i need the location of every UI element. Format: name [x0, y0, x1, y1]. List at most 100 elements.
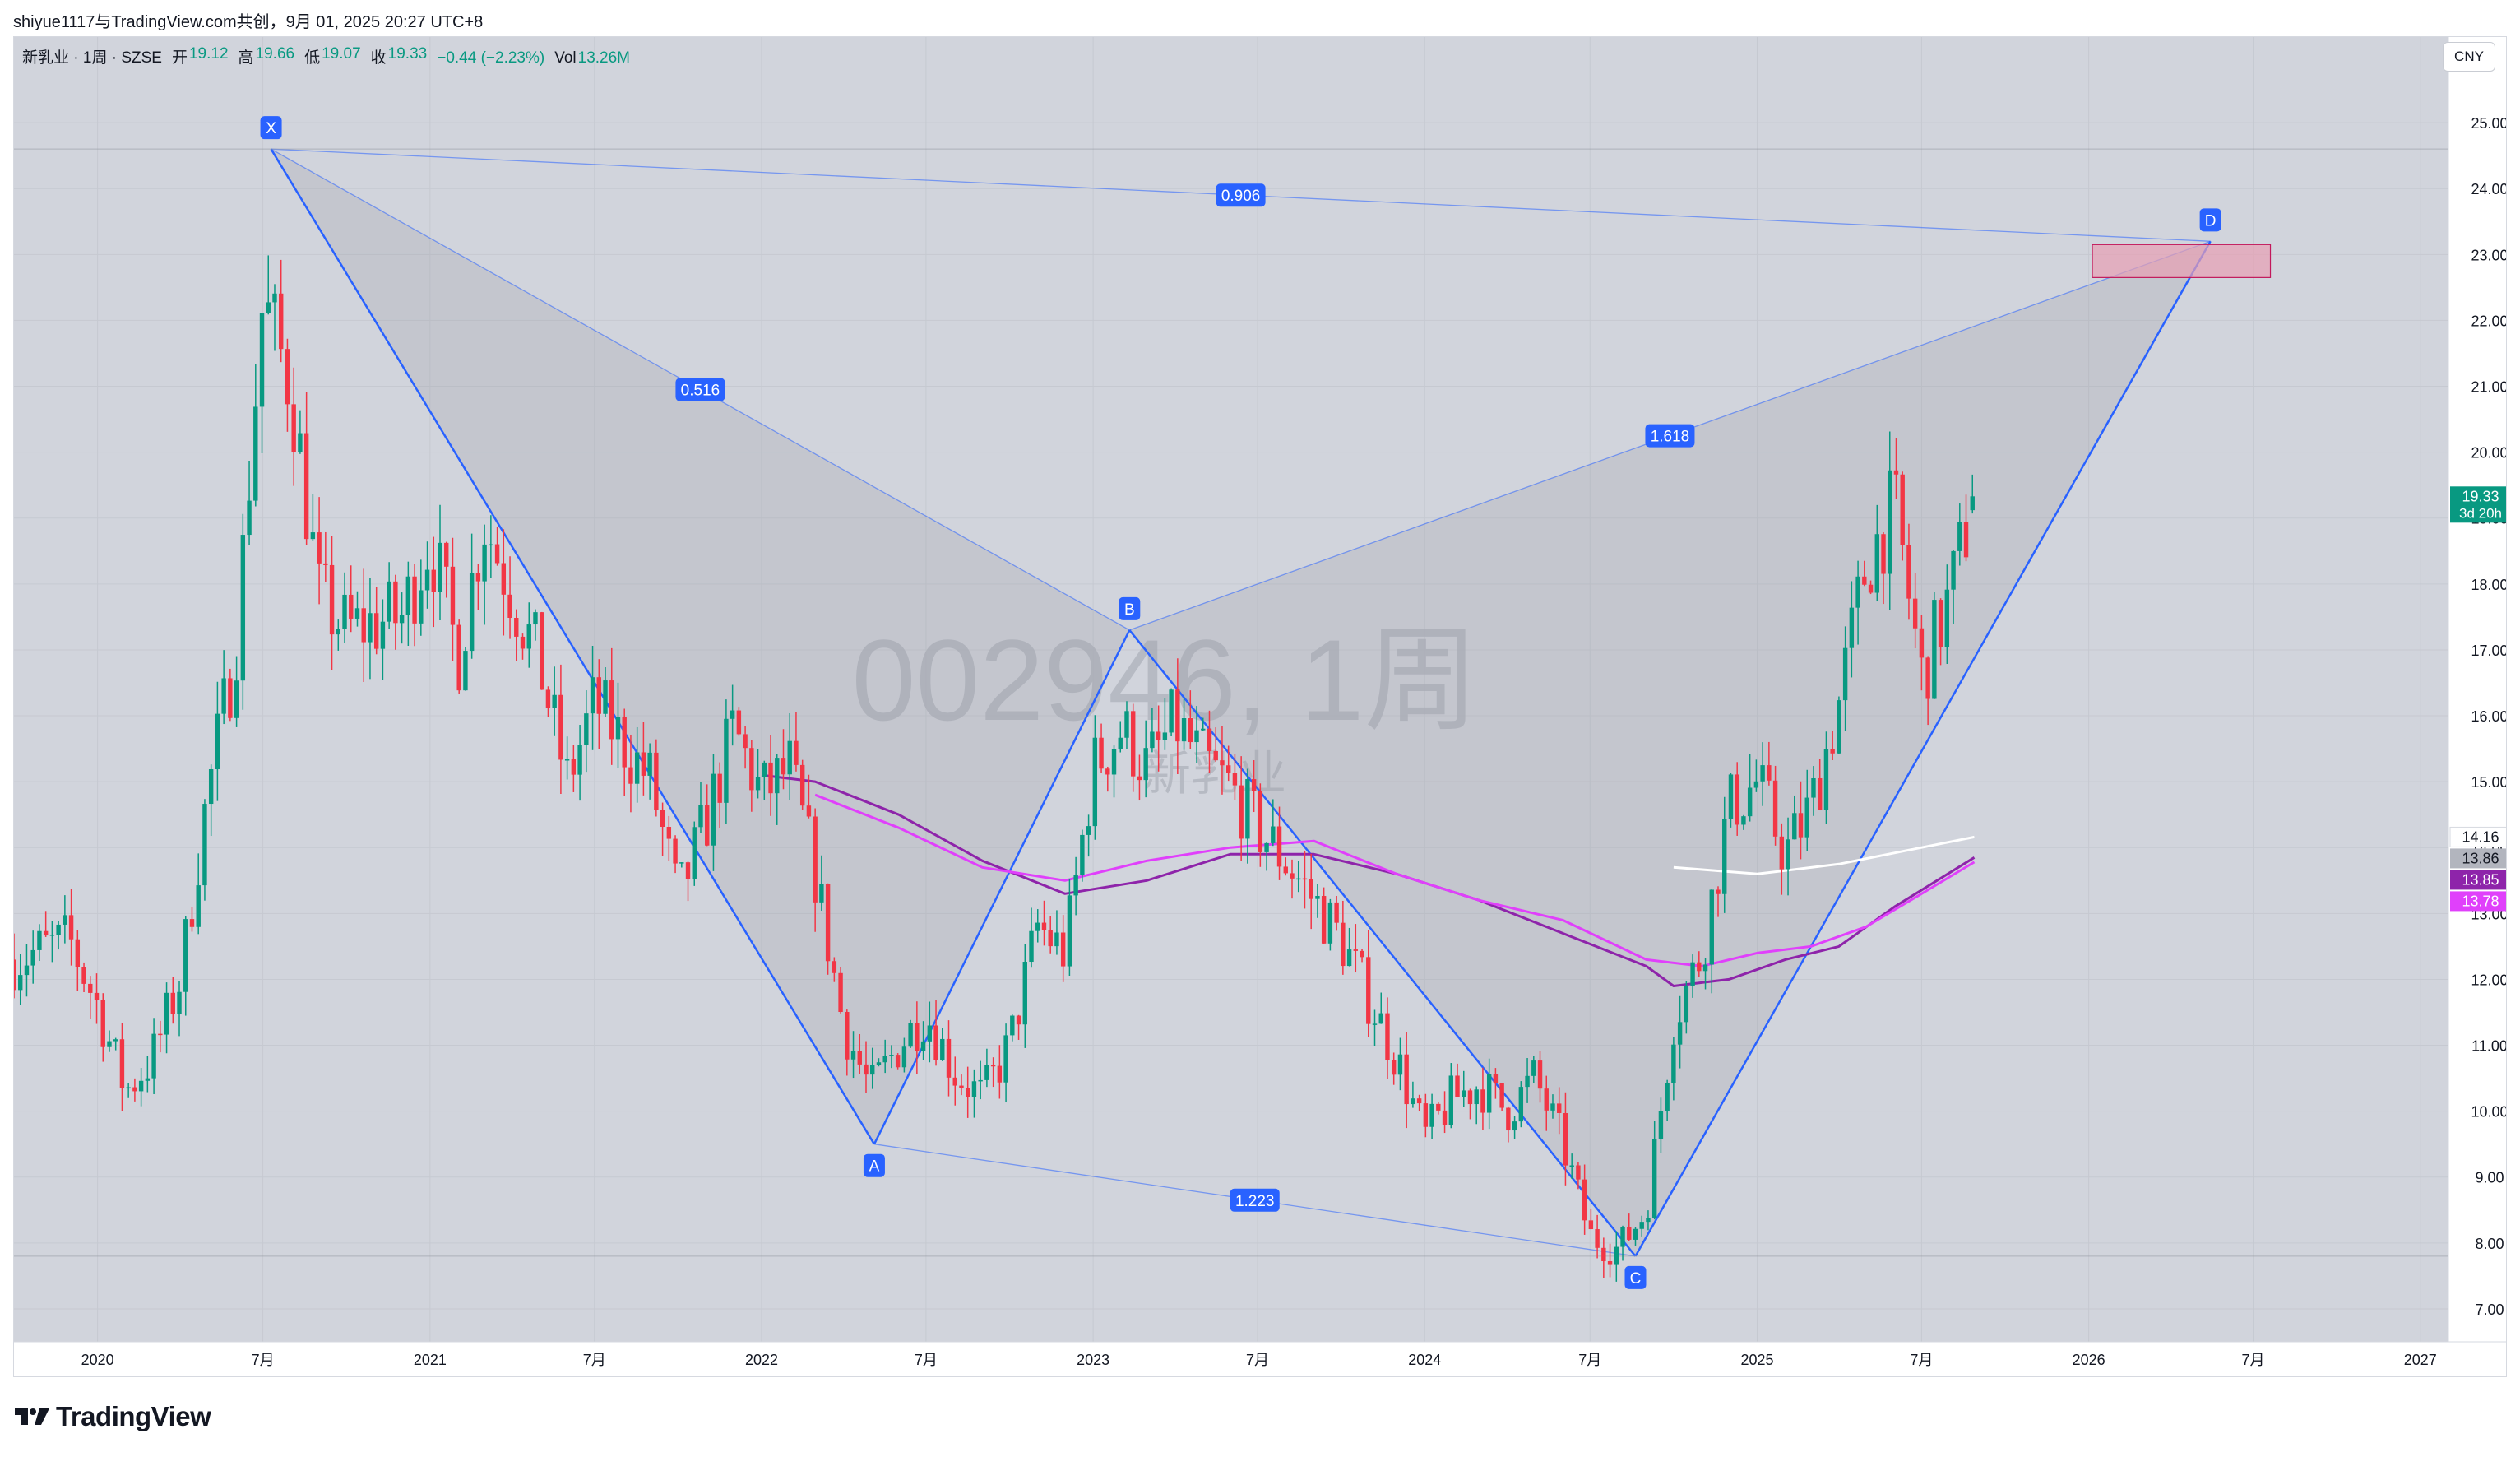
candle-body[interactable]	[1060, 932, 1066, 967]
candle-body[interactable]	[1817, 777, 1823, 810]
pattern-point-a[interactable]: A	[863, 1153, 885, 1177]
candle-body[interactable]	[1651, 1139, 1657, 1218]
candle-body[interactable]	[520, 636, 526, 649]
candle-body[interactable]	[1919, 628, 1925, 658]
candle-body[interactable]	[1588, 1220, 1594, 1230]
candle-body[interactable]	[762, 762, 767, 777]
candle-body[interactable]	[189, 919, 195, 927]
candle-body[interactable]	[298, 433, 303, 452]
moving-average-1[interactable]	[1673, 835, 1975, 875]
candle-body[interactable]	[1016, 1015, 1021, 1025]
candle-body[interactable]	[1092, 737, 1098, 827]
candle-body[interactable]	[1315, 896, 1320, 899]
candle-body[interactable]	[196, 885, 201, 927]
candle-body[interactable]	[933, 1025, 938, 1060]
candle-body[interactable]	[1296, 878, 1301, 880]
candle-body[interactable]	[813, 816, 818, 903]
candle-body[interactable]	[1041, 922, 1047, 930]
candle-body[interactable]	[1569, 1165, 1574, 1167]
candle-body[interactable]	[1073, 875, 1078, 896]
candle-body[interactable]	[685, 862, 691, 879]
candle-body[interactable]	[285, 349, 290, 405]
candle-body[interactable]	[221, 678, 226, 714]
candle-body[interactable]	[1372, 1023, 1378, 1025]
candle-body[interactable]	[14, 959, 16, 991]
candle-body[interactable]	[1639, 1222, 1644, 1229]
candle-body[interactable]	[1467, 1090, 1473, 1105]
candle-body[interactable]	[1029, 930, 1034, 963]
candle-body[interactable]	[1601, 1247, 1606, 1262]
candle-body[interactable]	[259, 313, 265, 407]
candle-body[interactable]	[1595, 1229, 1600, 1248]
candle-body[interactable]	[240, 535, 246, 681]
candle-body[interactable]	[1175, 689, 1180, 742]
chart-panel[interactable]: 002946, 1周 新乳业 X A B C D 0.906 0.516 1.618 1.223…	[13, 36, 2507, 1377]
candle-body[interactable]	[1035, 922, 1040, 931]
candle-body[interactable]	[399, 615, 405, 624]
candle-body[interactable]	[1697, 962, 1702, 972]
candle-body[interactable]	[164, 992, 169, 1035]
candle-body[interactable]	[984, 1065, 989, 1080]
candle-body[interactable]	[68, 915, 74, 940]
candle-body[interactable]	[1614, 1246, 1619, 1265]
candle-body[interactable]	[475, 573, 481, 582]
candle-body[interactable]	[94, 992, 100, 1000]
candle-body[interactable]	[1462, 1090, 1466, 1097]
candle-body[interactable]	[1022, 962, 1027, 1025]
price-axis[interactable]	[2448, 37, 2506, 1376]
candle-body[interactable]	[1429, 1103, 1434, 1127]
candle-body[interactable]	[743, 734, 748, 749]
candle-body[interactable]	[266, 302, 271, 313]
candle-body[interactable]	[1741, 816, 1746, 825]
candle-body[interactable]	[724, 718, 729, 803]
candle-body[interactable]	[1232, 773, 1238, 786]
candle-body[interactable]	[37, 930, 42, 950]
candle-body[interactable]	[1888, 470, 1892, 574]
candle-body[interactable]	[354, 608, 360, 619]
candle-body[interactable]	[405, 576, 411, 615]
candle-body[interactable]	[1512, 1121, 1517, 1131]
candle-body[interactable]	[895, 1055, 901, 1068]
candle-body[interactable]	[145, 1078, 151, 1081]
candle-body[interactable]	[463, 651, 468, 691]
candle-body[interactable]	[825, 884, 831, 962]
candle-body[interactable]	[1391, 1060, 1397, 1075]
tradingview-logo[interactable]: TradingView	[15, 1401, 211, 1432]
time-axis[interactable]	[14, 1342, 2506, 1376]
candle-body[interactable]	[634, 752, 640, 784]
candle-body[interactable]	[1786, 839, 1790, 870]
candle-body[interactable]	[889, 1055, 894, 1056]
candle-body[interactable]	[489, 544, 493, 546]
candle-body[interactable]	[1957, 522, 1962, 551]
candle-body[interactable]	[850, 1051, 856, 1060]
pattern-leg-BC[interactable]	[1128, 629, 1637, 1257]
candle-body[interactable]	[1855, 576, 1860, 608]
candle-body[interactable]	[990, 1065, 996, 1067]
candle-body[interactable]	[1416, 1098, 1422, 1104]
candle-body[interactable]	[1448, 1075, 1453, 1125]
candle-body[interactable]	[1181, 717, 1187, 742]
candle-body[interactable]	[1188, 717, 1193, 743]
ratio-label-0-906[interactable]: 0.906	[1216, 183, 1266, 207]
candle-body[interactable]	[526, 624, 531, 649]
candle-body[interactable]	[387, 581, 391, 622]
candle-body[interactable]	[1804, 797, 1809, 838]
candle-body[interactable]	[641, 752, 646, 776]
candle-body[interactable]	[1893, 470, 1899, 475]
candle-body[interactable]	[1271, 826, 1276, 843]
candle-body[interactable]	[1702, 964, 1708, 972]
candle-body[interactable]	[1003, 1035, 1008, 1083]
candle-body[interactable]	[183, 919, 188, 992]
candle-body[interactable]	[603, 680, 608, 714]
candle-body[interactable]	[310, 532, 316, 540]
candle-body[interactable]	[151, 1033, 156, 1079]
candle-body[interactable]	[1213, 750, 1218, 761]
candle-body[interactable]	[1276, 826, 1282, 867]
candle-body[interactable]	[946, 1038, 952, 1078]
candle-body[interactable]	[558, 694, 563, 760]
candle-body[interactable]	[794, 740, 799, 765]
candle-body[interactable]	[507, 594, 512, 619]
candle-body[interactable]	[775, 758, 780, 794]
candle-body[interactable]	[997, 1065, 1003, 1083]
candle-body[interactable]	[1874, 534, 1879, 593]
